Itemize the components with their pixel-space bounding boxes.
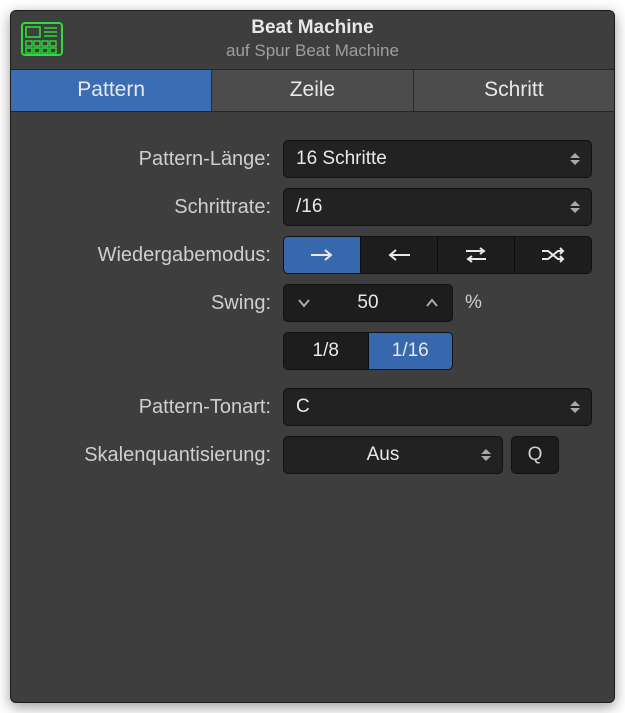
updown-icon (478, 445, 494, 465)
tab-pattern[interactable]: Pattern (11, 70, 212, 111)
pattern-key-select[interactable]: C (283, 388, 592, 426)
pattern-length-value: 16 Schritte (296, 148, 387, 170)
swing-increment-button[interactable] (412, 285, 452, 321)
pattern-key-value: C (296, 396, 310, 418)
swing-value: 50 (324, 292, 412, 314)
tab-bar: Pattern Zeile Schritt (11, 69, 614, 112)
swing-decrement-button[interactable] (284, 285, 324, 321)
panel-subtitle: auf Spur Beat Machine (21, 41, 604, 61)
playback-backward-button[interactable] (361, 237, 438, 273)
scale-quantize-select[interactable]: Aus (283, 436, 503, 474)
scale-quantize-value: Aus (296, 444, 470, 466)
panel-header: Beat Machine auf Spur Beat Machine (11, 11, 614, 69)
panel-title: Beat Machine (21, 17, 604, 39)
updown-icon (567, 197, 583, 217)
step-rate-select[interactable]: /16 (283, 188, 592, 226)
pattern-length-label: Pattern-Länge: (33, 148, 283, 171)
playback-forward-button[interactable] (284, 237, 361, 273)
tab-schritt[interactable]: Schritt (414, 70, 614, 111)
playback-mode-group (283, 236, 592, 274)
playback-mode-label: Wiedergabemodus: (33, 244, 283, 267)
step-rate-label: Schrittrate: (33, 196, 283, 219)
playback-shuffle-button[interactable] (515, 237, 591, 273)
pattern-key-label: Pattern-Tonart: (33, 396, 283, 419)
step-rate-value: /16 (296, 196, 322, 218)
pattern-length-select[interactable]: 16 Schritte (283, 140, 592, 178)
updown-icon (567, 397, 583, 417)
swing-resolution-group: 1/8 1/16 (283, 332, 453, 370)
scale-quantize-label: Skalenquantisierung: (33, 444, 283, 467)
tab-zeile[interactable]: Zeile (212, 70, 413, 111)
swing-unit: % (465, 292, 482, 314)
form-area: Pattern-Länge: 16 Schritte Schrittrate: … (11, 112, 614, 474)
quantize-button[interactable]: Q (511, 436, 559, 474)
inspector-panel: Beat Machine auf Spur Beat Machine Patte… (10, 10, 615, 703)
swing-stepper[interactable]: 50 (283, 284, 453, 322)
swing-res-1-16-button[interactable]: 1/16 (369, 333, 453, 369)
swing-label: Swing: (33, 292, 283, 315)
swing-res-1-8-button[interactable]: 1/8 (284, 333, 369, 369)
updown-icon (567, 149, 583, 169)
playback-pingpong-button[interactable] (438, 237, 515, 273)
